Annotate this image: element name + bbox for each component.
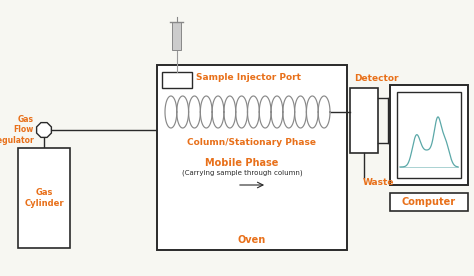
Bar — [162, 72, 192, 88]
Text: Waste: Waste — [362, 178, 394, 187]
Text: Detector: Detector — [354, 74, 399, 83]
Text: Oven: Oven — [238, 235, 266, 245]
Text: Column/Stationary Phase: Column/Stationary Phase — [188, 138, 317, 147]
Text: Gas
Flow
Regulator: Gas Flow Regulator — [0, 115, 34, 145]
Bar — [397, 92, 461, 178]
Text: (Carrying sample through column): (Carrying sample through column) — [182, 170, 302, 176]
Text: Sample Injector Port: Sample Injector Port — [196, 73, 301, 83]
Text: Gas
Cylinder: Gas Cylinder — [24, 188, 64, 208]
Polygon shape — [36, 123, 51, 137]
Text: Mobile Phase: Mobile Phase — [205, 158, 279, 168]
Bar — [390, 85, 468, 185]
Bar — [173, 22, 182, 50]
Bar — [18, 148, 70, 248]
Bar — [350, 88, 378, 153]
Text: Computer: Computer — [402, 197, 456, 207]
Bar — [157, 65, 347, 250]
Bar — [390, 193, 468, 211]
